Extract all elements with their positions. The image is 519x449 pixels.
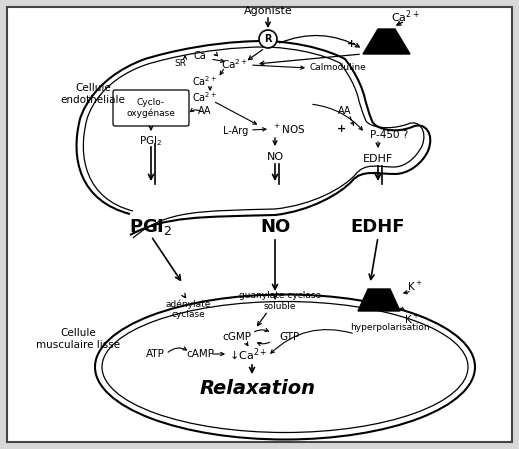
Text: +: +: [337, 124, 347, 134]
Text: AA: AA: [338, 106, 352, 116]
Text: Relaxation: Relaxation: [200, 379, 316, 399]
Text: EDHF: EDHF: [363, 154, 393, 164]
Text: hyperpolarisation: hyperpolarisation: [350, 322, 430, 331]
Polygon shape: [363, 29, 410, 54]
PathPatch shape: [76, 41, 430, 216]
Text: P-450 ?: P-450 ?: [370, 130, 408, 140]
Text: NO: NO: [266, 152, 283, 162]
Text: NO: NO: [260, 218, 290, 236]
Ellipse shape: [95, 295, 475, 440]
Text: AA: AA: [198, 106, 212, 116]
Text: Cellule
musculaire lisse: Cellule musculaire lisse: [36, 328, 120, 350]
Text: ATP: ATP: [145, 349, 165, 359]
Text: EDHF: EDHF: [351, 218, 405, 236]
Text: cGMP: cGMP: [223, 332, 252, 342]
Text: K$^+$: K$^+$: [404, 313, 420, 326]
Text: guanylate cyclase
soluble: guanylate cyclase soluble: [239, 291, 321, 311]
Text: adénylate
cyclase: adénylate cyclase: [166, 299, 211, 319]
Text: Ca$^{2+}$: Ca$^{2+}$: [193, 74, 217, 88]
Circle shape: [259, 30, 277, 48]
Text: Cyclo-
oxygénase: Cyclo- oxygénase: [127, 98, 175, 118]
Text: Ca$^{2+}$: Ca$^{2+}$: [222, 57, 249, 71]
Text: PGI$_2$: PGI$_2$: [129, 217, 173, 237]
Polygon shape: [358, 289, 400, 311]
Text: R: R: [264, 34, 272, 44]
Text: GTP: GTP: [280, 332, 300, 342]
Text: ↓Ca$^{2+}$: ↓Ca$^{2+}$: [229, 346, 267, 362]
Text: cAMP: cAMP: [186, 349, 214, 359]
Text: $^+$NOS: $^+$NOS: [272, 123, 305, 136]
Text: Ca$^{2+}$: Ca$^{2+}$: [391, 9, 419, 25]
Text: SR: SR: [174, 60, 186, 69]
Text: L-Arg: L-Arg: [223, 126, 248, 136]
FancyBboxPatch shape: [113, 90, 189, 126]
Text: Ca: Ca: [194, 51, 207, 61]
Text: Agoniste: Agoniste: [243, 6, 292, 16]
Text: K$^+$: K$^+$: [407, 279, 423, 293]
Text: Cellule
endothéliale: Cellule endothéliale: [61, 83, 126, 105]
Text: PGI$_2$: PGI$_2$: [139, 134, 162, 148]
Text: +: +: [347, 39, 357, 49]
Text: Calmoduline: Calmoduline: [310, 63, 367, 72]
Text: Ca$^{2+}$: Ca$^{2+}$: [193, 90, 217, 104]
